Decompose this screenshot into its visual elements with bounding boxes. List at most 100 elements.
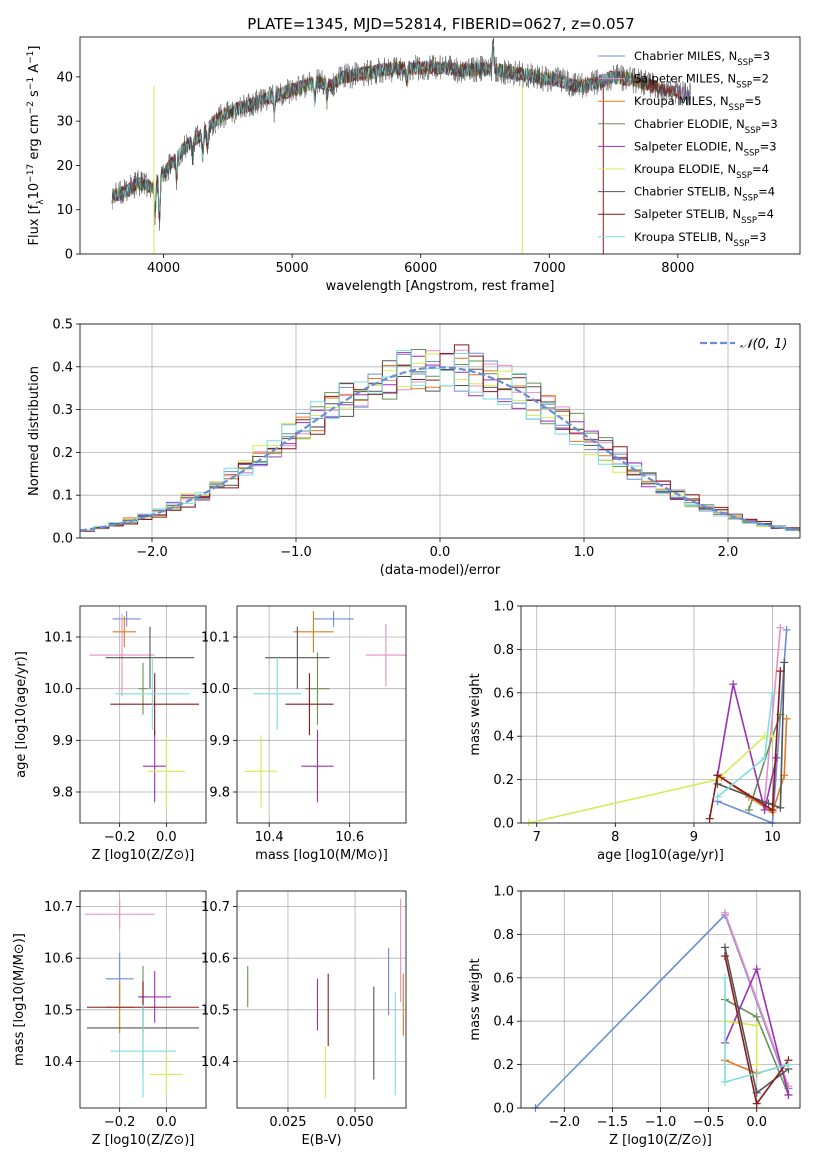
axes-frame	[79, 323, 801, 539]
axes-frame	[79, 890, 207, 1109]
legend-label: Kroupa STELIB, NSSP=3	[634, 230, 766, 249]
y-tick-label: 0.6	[493, 686, 514, 701]
y-tick-label: 0.8	[493, 928, 514, 943]
legend-label: Chabrier STELIB, NSSP=4	[634, 185, 775, 204]
histogram-series	[80, 344, 800, 532]
y-tick-label: 0.6	[493, 971, 514, 986]
x-tick-label: −2.0	[549, 1115, 581, 1130]
legend-label: 𝒩(0, 1)	[740, 337, 787, 352]
panel-spectrum: 4000 5000 6000 7000 8000 0 10 20 30 40 wavelength …	[26, 36, 801, 294]
x-tick-label: 2.0	[718, 545, 739, 560]
legend-label: Salpeter STELIB, NSSP=4	[634, 207, 774, 226]
panel-residuals: −2.0 −1.0 0.0 1.0 2.0 0.0 0.1 0.2 0.3 0.4 0.5 (data…	[27, 318, 801, 578]
x-tick-label: −1.5	[597, 1115, 629, 1130]
y-axis-label: mass weight	[468, 958, 483, 1040]
legend-label: Salpeter MILES, NSSP=2	[634, 72, 769, 91]
y-axis-label: Normed distribution	[27, 366, 42, 496]
y-tick-label: 0.4	[52, 360, 73, 375]
y-tick-label: 10.7	[201, 900, 230, 915]
x-tick-label: 8	[611, 830, 619, 845]
y-tick-label: 10.5	[201, 1003, 230, 1018]
y-axis-label: mass [log10(M/M⊙)]	[12, 933, 27, 1066]
axes-frame	[79, 605, 207, 824]
y-tick-label: 10.1	[44, 631, 73, 646]
panel-age-vs-mass: 10.4 10.6 9.8 9.9 10.0 10.1 mass [log10(M/M⊙)]	[201, 605, 407, 863]
x-tick-label: −2.0	[136, 545, 168, 560]
y-tick-label: 1.0	[493, 885, 514, 900]
y-tick-label: 0.4	[493, 1015, 514, 1030]
x-tick-label: 10	[764, 830, 781, 845]
axes-frame	[236, 890, 407, 1109]
y-tick-label: 10	[56, 203, 73, 218]
legend-label: Chabrier ELODIE, NSSP=3	[634, 117, 778, 136]
y-tick-label: 9.8	[52, 786, 73, 801]
y-tick-label: 0.0	[52, 532, 73, 547]
x-tick-label: −0.2	[104, 1115, 136, 1130]
panel-age-vs-Z: −0.2 0.0 9.8 9.9 10.0 10.1 Z [log10(Z/Z⊙)] age …	[14, 605, 207, 863]
x-tick-label: 7000	[533, 261, 566, 276]
panel-mass-vs-EBV: 0.025 0.050 10.4 10.5 10.6 10.7 E(B-V)	[201, 890, 407, 1148]
x-axis-label: wavelength [Angstrom, rest frame]	[326, 279, 555, 294]
legend-label: Kroupa MILES, NSSP=5	[634, 94, 761, 113]
y-tick-label: 0.5	[52, 318, 73, 333]
x-tick-label: 6000	[404, 261, 437, 276]
series-line	[534, 913, 790, 1109]
y-tick-label: 10.6	[201, 952, 230, 967]
panels: 4000 5000 6000 7000 8000 0 10 20 30 40 wavelength …	[12, 36, 801, 1148]
series-line	[716, 683, 778, 811]
y-tick-label: 0.4	[493, 730, 514, 745]
y-tick-label: 10.5	[44, 1003, 73, 1018]
x-axis-label: Z [log10(Z/Z⊙)]	[92, 848, 195, 863]
y-tick-label: 10.4	[201, 1055, 230, 1070]
x-tick-label: 0.025	[269, 1115, 306, 1130]
spectrum-lines	[111, 37, 692, 254]
y-tick-label: 0.2	[493, 1058, 514, 1073]
x-tick-label: 1.0	[574, 545, 595, 560]
histogram-series	[80, 350, 800, 531]
panel-mass-weight-vs-age: 7 8 9 10 0.0 0.2 0.4 0.6 0.8 1.0 age [log10(age/yr…	[468, 600, 801, 863]
y-tick-label: 10.7	[44, 900, 73, 915]
legend-label: Chabrier MILES, NSSP=3	[634, 49, 770, 68]
y-tick-label: 0	[65, 248, 73, 263]
panel-mass-weight-vs-Z: −2.0 −1.5 −1.0 −0.5 0.0 0.0 0.2 0.4 0.6 0.8 1.0 Z […	[468, 885, 801, 1148]
x-tick-label: −0.2	[104, 830, 136, 845]
x-tick-label: 0.0	[156, 830, 177, 845]
y-axis-label: mass weight	[468, 673, 483, 755]
x-tick-label: 8000	[661, 261, 694, 276]
axes-frame	[236, 605, 407, 824]
y-tick-label: 9.8	[209, 786, 230, 801]
series-line	[724, 912, 790, 1087]
y-tick-label: 0.0	[493, 1102, 514, 1117]
y-tick-label: 10.4	[44, 1055, 73, 1070]
histogram-steps	[80, 344, 800, 532]
x-tick-label: −1.0	[645, 1115, 677, 1130]
legend-label: Kroupa ELODIE, NSSP=4	[634, 162, 769, 181]
x-tick-label: 4000	[147, 261, 180, 276]
y-tick-label: 30	[56, 115, 73, 130]
x-axis-label: mass [log10(M/M⊙)]	[255, 848, 388, 863]
legend-label: Salpeter ELODIE, NSSP=3	[634, 139, 777, 158]
y-tick-label: 9.9	[52, 734, 73, 749]
y-tick-label: 0.2	[52, 446, 73, 461]
y-tick-label: 10.6	[44, 952, 73, 967]
histogram-series	[80, 349, 800, 532]
x-tick-label: 5000	[276, 261, 309, 276]
panel-mass-vs-Z: −0.2 0.0 10.4 10.5 10.6 10.7 Z [log10(Z/Z⊙)] ma…	[12, 890, 207, 1148]
axes-frame	[520, 890, 801, 1109]
x-axis-label: Z [log10(Z/Z⊙)]	[92, 1133, 195, 1148]
axes-frame	[520, 605, 801, 824]
y-tick-label: 0.8	[493, 643, 514, 658]
y-tick-label: 0.1	[52, 489, 73, 504]
y-tick-label: 0.3	[52, 403, 73, 418]
x-tick-label: 0.050	[336, 1115, 373, 1130]
y-tick-label: 20	[56, 159, 73, 174]
axes-frame	[79, 36, 801, 255]
x-tick-label: 7	[533, 830, 541, 845]
observed-spectrum	[111, 41, 691, 231]
x-tick-label: −1.0	[280, 545, 312, 560]
x-tick-label: 0.0	[156, 1115, 177, 1130]
y-tick-label: 10.0	[201, 682, 230, 697]
y-axis-label: Flux [fλ10−17 erg cm−2 s−1 A−1]	[26, 46, 46, 246]
x-axis-label: age [log10(age/yr)]	[597, 848, 724, 863]
y-tick-label: 1.0	[493, 600, 514, 615]
